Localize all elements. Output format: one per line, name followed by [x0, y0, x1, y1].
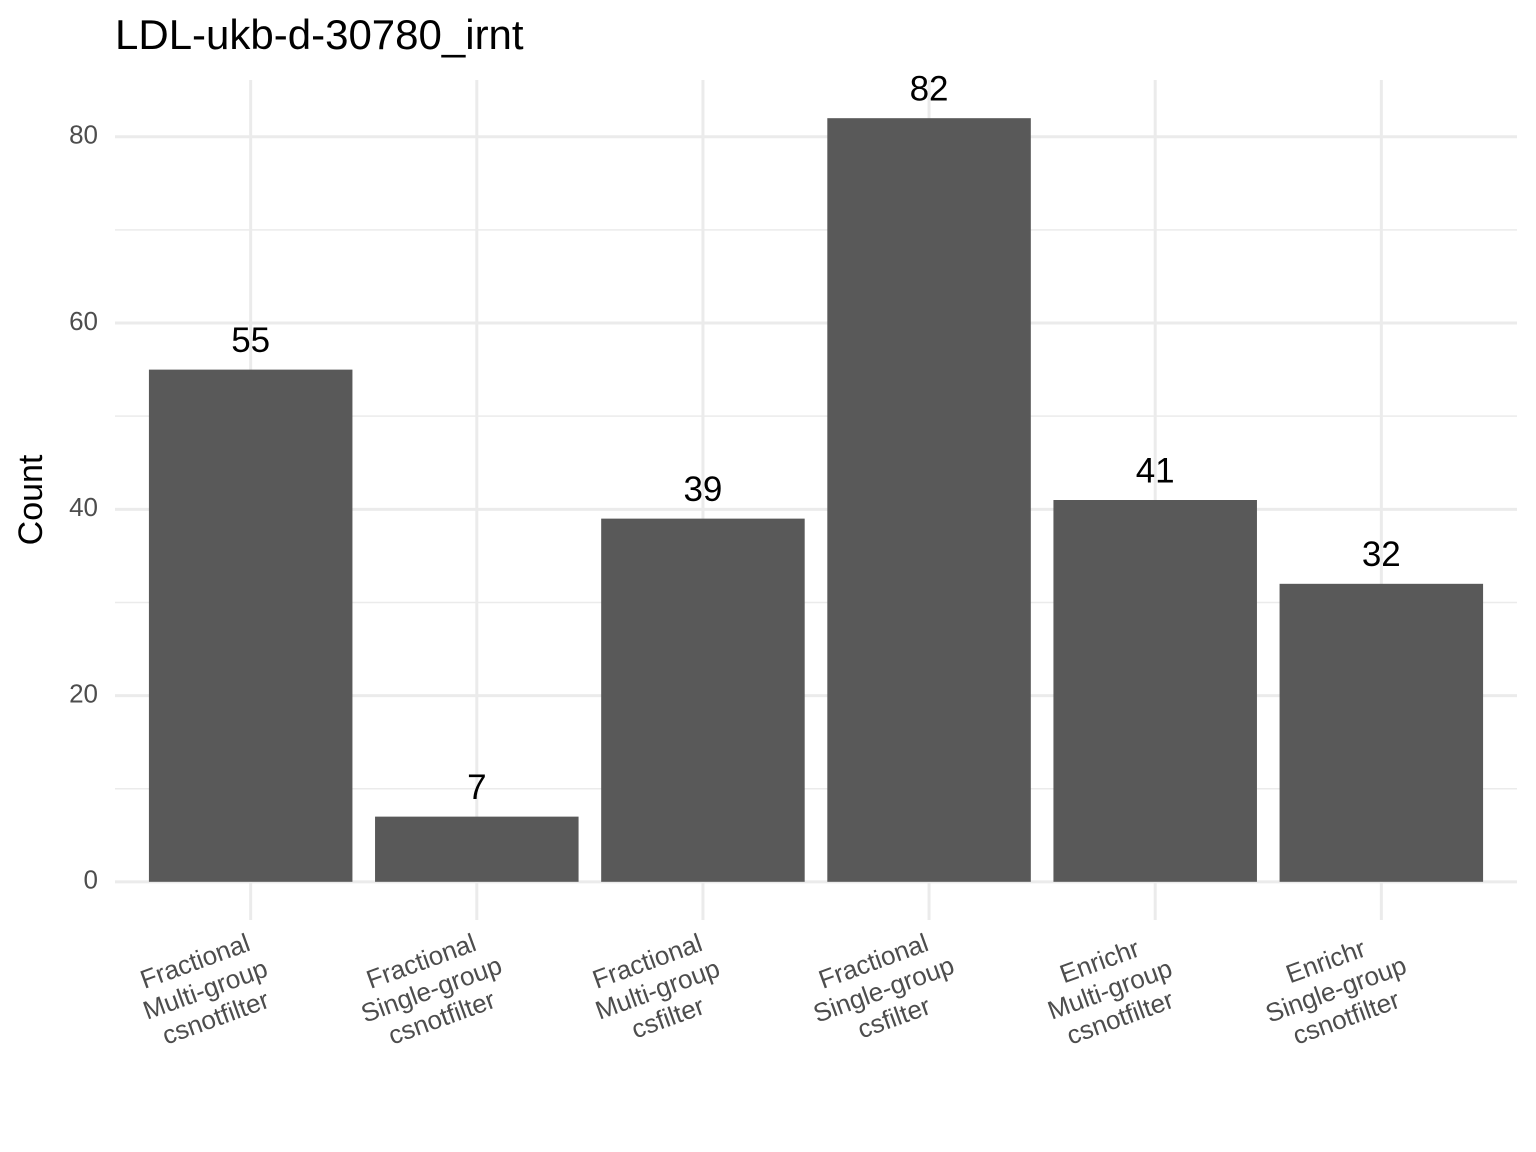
value-label: 7 — [467, 768, 486, 807]
y-tick-label: 60 — [69, 306, 98, 336]
y-tick-label: 0 — [84, 865, 98, 895]
y-tick-label: 80 — [69, 120, 98, 150]
chart-title: LDL-ukb-d-30780_irnt — [115, 11, 524, 58]
y-tick-label: 20 — [69, 678, 98, 708]
bar — [1279, 583, 1484, 882]
bar — [601, 518, 805, 882]
value-label: 41 — [1136, 451, 1175, 490]
value-label: 82 — [910, 69, 949, 108]
value-label: 32 — [1362, 535, 1401, 574]
value-label: 55 — [231, 321, 270, 360]
y-tick-label: 40 — [69, 492, 98, 522]
bar — [375, 816, 579, 882]
value-label: 39 — [683, 470, 722, 509]
bar — [827, 118, 1031, 882]
y-axis-title: Count — [12, 454, 50, 545]
bar — [148, 369, 353, 882]
bar — [1053, 500, 1257, 882]
